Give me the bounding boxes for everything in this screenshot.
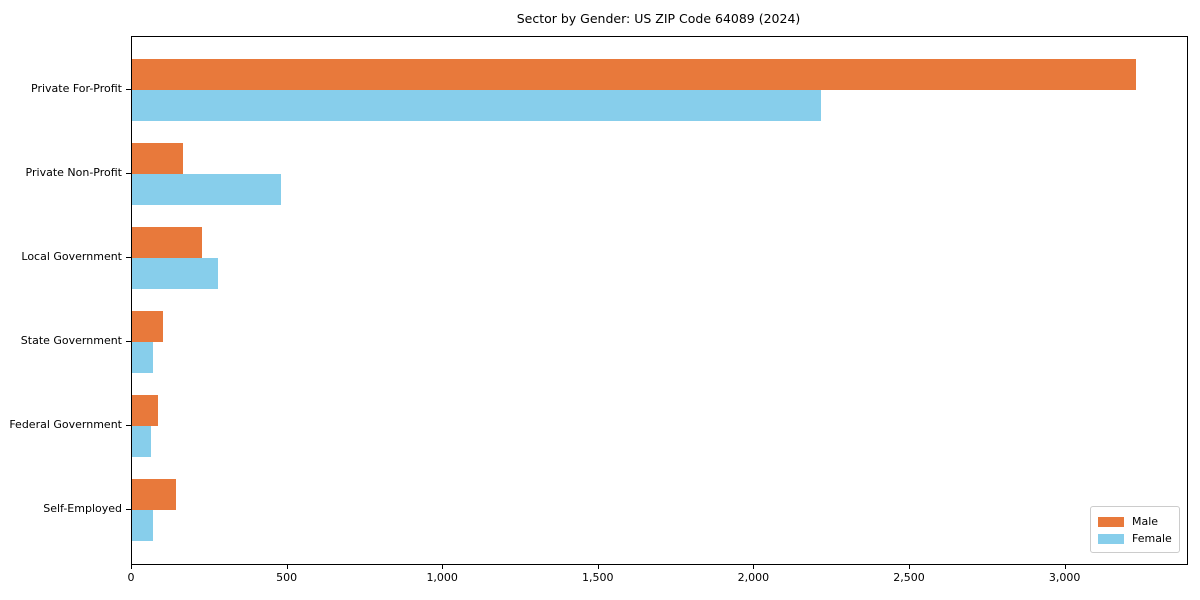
ytick-label-state-government: State Government <box>20 334 122 347</box>
legend-label-male: Male <box>1132 515 1159 528</box>
xtick-label-500: 500 <box>276 571 298 584</box>
bar-male-private-for-profit <box>132 59 1136 90</box>
xtick-label-1-000: 1,000 <box>426 571 458 584</box>
bar-female-local-government <box>132 258 219 289</box>
xtick-label-2-000: 2,000 <box>737 571 770 584</box>
legend: Male Female <box>1090 506 1180 553</box>
xtick-label-2-500: 2,500 <box>893 571 925 584</box>
ytick-mark <box>126 173 131 174</box>
bar-male-local-government <box>132 227 202 258</box>
xtick-mark <box>909 564 910 569</box>
bar-male-federal-government <box>132 395 159 426</box>
ytick-label-private-for-profit: Private For-Profit <box>31 82 122 95</box>
xtick-mark <box>597 564 599 569</box>
legend-entry-male: Male <box>1098 513 1179 530</box>
xtick-label-3-000: 3,000 <box>1048 571 1081 584</box>
xtick-mark <box>131 564 132 569</box>
ytick-mark <box>126 257 131 258</box>
bar-female-federal-government <box>132 426 151 457</box>
xtick-label-1-500: 1,500 <box>582 571 614 584</box>
legend-label-female: Female <box>1132 532 1172 545</box>
xtick-mark <box>753 564 755 569</box>
plot-area <box>131 36 1188 565</box>
ytick-mark <box>126 89 131 90</box>
ytick-mark <box>126 341 131 342</box>
bar-female-state-government <box>132 342 154 373</box>
bar-male-self-employed <box>132 479 176 510</box>
xtick-label-0: 0 <box>127 571 135 584</box>
bar-male-private-non-profit <box>132 143 184 174</box>
bar-male-state-government <box>132 311 164 342</box>
chart-title: Sector by Gender: US ZIP Code 64089 (202… <box>516 11 801 26</box>
legend-entry-female: Female <box>1098 530 1179 547</box>
bar-female-self-employed <box>132 510 153 541</box>
ytick-mark <box>126 509 131 510</box>
ytick-label-private-non-profit: Private Non-Profit <box>25 166 122 179</box>
bar-female-private-non-profit <box>132 174 282 205</box>
legend-swatch-female <box>1098 533 1124 544</box>
bar-female-private-for-profit <box>132 90 822 121</box>
xtick-mark <box>442 564 444 569</box>
ytick-mark <box>126 425 131 426</box>
ytick-label-local-government: Local Government <box>21 250 122 263</box>
xtick-mark <box>1064 564 1066 569</box>
ytick-label-federal-government: Federal Government <box>9 418 122 431</box>
ytick-label-self-employed: Self-Employed <box>43 502 122 515</box>
xtick-mark <box>286 564 288 569</box>
legend-swatch-male <box>1098 516 1124 527</box>
